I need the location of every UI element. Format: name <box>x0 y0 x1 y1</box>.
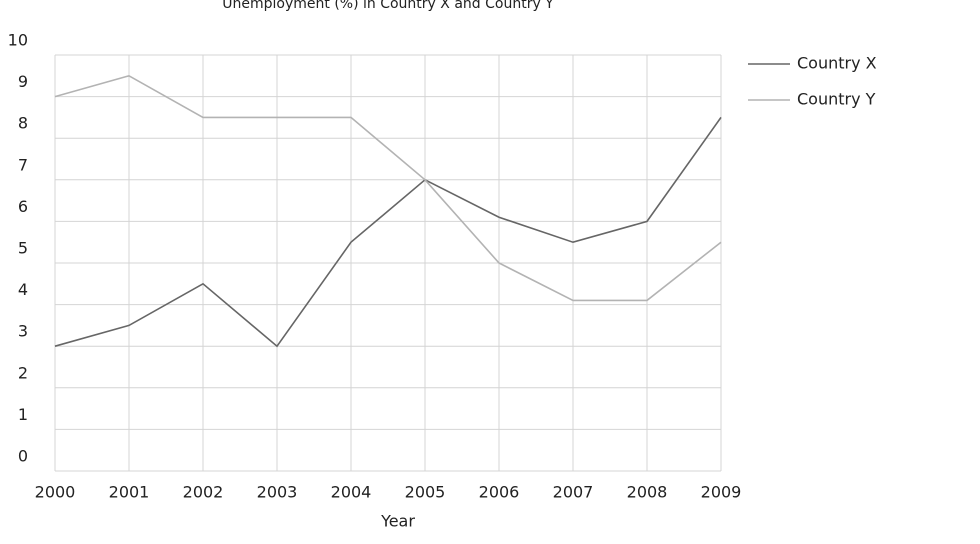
chart-title: Unemployment (%) in Country X and Countr… <box>222 0 554 12</box>
x-axis-label: Year <box>380 512 415 531</box>
x-tick-label: 2001 <box>109 483 150 502</box>
x-tick-label: 2009 <box>701 483 742 502</box>
legend-label: Country X <box>797 54 877 73</box>
y-tick-label: 7 <box>18 155 28 174</box>
series-line <box>54 74 722 302</box>
y-tick-label: 6 <box>18 197 28 216</box>
y-tick-label: 8 <box>18 114 28 133</box>
y-tick-label: 4 <box>18 280 28 299</box>
x-tick-label: 2003 <box>257 483 298 502</box>
x-tick-label: 2008 <box>627 483 668 502</box>
x-tick-label: 2006 <box>479 483 520 502</box>
y-tick-label: 3 <box>18 322 28 341</box>
x-tick-label: 2007 <box>553 483 594 502</box>
y-tick-label: 0 <box>18 447 28 466</box>
x-tick-label: 2004 <box>331 483 372 502</box>
y-tick-label: 10 <box>8 31 28 50</box>
x-tick-label: 2002 <box>183 483 224 502</box>
x-tick-label: 2005 <box>405 483 446 502</box>
x-tick-label: 2000 <box>35 483 76 502</box>
y-tick-label: 2 <box>18 363 28 382</box>
y-tick-label: 9 <box>18 72 28 91</box>
y-tick-label: 5 <box>18 239 28 258</box>
legend-label: Country Y <box>797 90 876 109</box>
y-tick-label: 1 <box>18 405 28 424</box>
series-line <box>54 116 722 348</box>
